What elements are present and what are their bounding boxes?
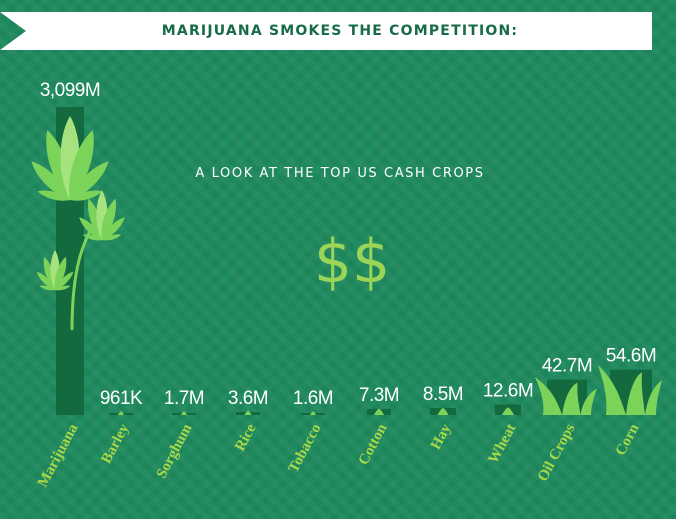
bar-group-oil-crops: 42.7M Oil Crops bbox=[535, 356, 597, 484]
barley-icon bbox=[118, 411, 124, 415]
grass-icon bbox=[598, 365, 662, 415]
tobacco-icon bbox=[310, 411, 316, 415]
category-label: Wheat bbox=[485, 421, 519, 466]
bar-group-wheat: 12.6M Wheat bbox=[483, 381, 534, 467]
bar-group-barley: 961K Barley bbox=[98, 388, 143, 466]
rice-icon bbox=[244, 410, 252, 415]
bar-group-rice: 3.6M Rice bbox=[228, 388, 269, 454]
bar-group-marijuana: 3,099M Marijuana bbox=[31, 80, 125, 490]
value-label: 3,099M bbox=[40, 80, 100, 101]
value-label: 8.5M bbox=[423, 384, 463, 405]
grass-icon bbox=[535, 377, 597, 415]
category-label: Sorghum bbox=[154, 421, 196, 481]
category-label: Marijuana bbox=[35, 421, 82, 490]
value-label: 12.6M bbox=[483, 381, 533, 402]
category-label: Tobacco bbox=[286, 421, 325, 475]
bar-group-tobacco: 1.6M Tobacco bbox=[286, 388, 334, 475]
value-label: 7.3M bbox=[359, 385, 399, 406]
category-label: Corn bbox=[613, 421, 643, 459]
category-label: Rice bbox=[232, 421, 260, 454]
value-label: 42.7M bbox=[542, 356, 592, 377]
chart-subtitle: A LOOK AT THE TOP US CASH CROPS bbox=[195, 166, 485, 181]
value-label: 961K bbox=[100, 388, 143, 409]
category-label: Oil Crops bbox=[535, 421, 579, 484]
value-label: 3.6M bbox=[228, 388, 268, 409]
bar-group-hay: 8.5M Hay bbox=[423, 384, 464, 452]
dollar-signs-decoration: $$ bbox=[313, 227, 391, 297]
wheat-icon bbox=[502, 407, 514, 415]
value-label: 54.6M bbox=[606, 346, 656, 367]
banner-ribbon bbox=[0, 12, 652, 50]
hay-icon bbox=[437, 407, 449, 415]
bar-group-cotton: 7.3M Cotton bbox=[356, 385, 400, 468]
bar-group-sorghum: 1.7M Sorghum bbox=[154, 388, 205, 481]
banner-title: MARIJUANA SMOKES THE COMPETITION: bbox=[161, 23, 519, 39]
category-label: Cotton bbox=[356, 421, 391, 468]
bar-group-corn: 54.6M Corn bbox=[598, 346, 662, 459]
value-label: 1.7M bbox=[164, 388, 204, 409]
marijuana-leaf-icon bbox=[31, 116, 125, 331]
cotton-icon bbox=[373, 408, 385, 415]
category-label: Barley bbox=[98, 421, 132, 466]
banner bbox=[0, 12, 652, 50]
category-label: Hay bbox=[428, 421, 455, 452]
value-label: 1.6M bbox=[293, 388, 333, 409]
sorghum-icon bbox=[181, 411, 187, 415]
